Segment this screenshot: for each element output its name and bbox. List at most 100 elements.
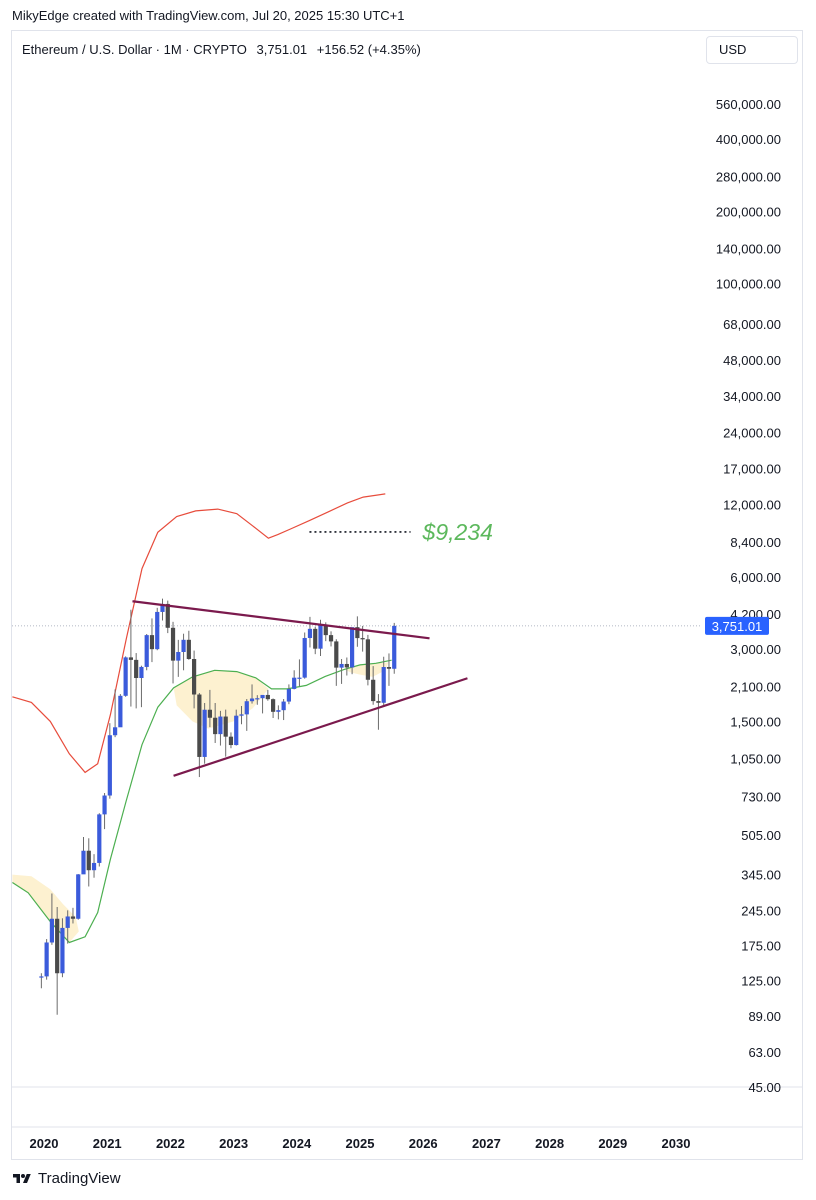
candle-body xyxy=(386,667,392,669)
candle-body xyxy=(128,657,133,660)
candle-body xyxy=(176,651,181,661)
last-price: 3,751.01 xyxy=(256,42,308,57)
candle-body xyxy=(318,625,323,649)
candle-body xyxy=(123,657,128,696)
candle-body xyxy=(65,916,70,928)
last-price-badge xyxy=(705,616,769,635)
candle-body xyxy=(213,717,218,735)
candle-body xyxy=(155,611,160,650)
candle-body xyxy=(160,603,165,612)
candle-body xyxy=(328,635,334,642)
candle-body xyxy=(181,639,186,652)
y-tick-label: 730.00 xyxy=(741,790,781,805)
x-tick-label: 2028 xyxy=(535,1136,564,1151)
y-tick-label: 24,000.00 xyxy=(723,425,781,440)
x-tick-label: 2027 xyxy=(472,1136,501,1151)
y-tick-label: 2,100.00 xyxy=(730,679,781,694)
x-tick-label: 2026 xyxy=(409,1136,438,1151)
candle-body xyxy=(360,638,365,640)
candle-body xyxy=(218,716,223,735)
tradingview-brand: TradingView xyxy=(38,1170,121,1187)
y-tick-label: 1,050.00 xyxy=(730,752,781,767)
candle-body xyxy=(113,727,118,736)
candle-body xyxy=(339,663,344,668)
candle-body xyxy=(81,850,86,875)
candle-body xyxy=(260,694,265,699)
y-tick-label: 3,000.00 xyxy=(730,642,781,657)
x-tick-label: 2020 xyxy=(30,1136,59,1151)
candle-body xyxy=(286,688,291,702)
candle-body xyxy=(239,714,244,716)
candle-body xyxy=(186,639,191,660)
candle-body xyxy=(139,666,144,679)
candle-body xyxy=(44,942,49,977)
symbol-name: Ethereum / U.S. Dollar · 1M · CRYPTO xyxy=(22,42,247,57)
y-tick-label: 45.00 xyxy=(748,1080,781,1095)
candle-body xyxy=(265,694,270,700)
y-tick-label: 8,400.00 xyxy=(730,535,781,550)
y-tick-label: 280,000.00 xyxy=(716,169,781,184)
y-tick-label: 34,000.00 xyxy=(723,389,781,404)
target-price-label: $9,234 xyxy=(422,519,493,545)
y-tick-label: 17,000.00 xyxy=(723,461,781,476)
y-tick-label: 140,000.00 xyxy=(716,242,781,257)
y-tick-label: 48,000.00 xyxy=(723,353,781,368)
x-tick-label: 2024 xyxy=(282,1136,312,1151)
resistance-trendline[interactable] xyxy=(132,600,430,640)
candle-body xyxy=(281,701,286,711)
chart-credit: MikyEdge created with TradingView.com, J… xyxy=(12,8,405,23)
y-tick-label: 175.00 xyxy=(741,938,781,953)
candle-body xyxy=(223,716,228,737)
candle-body xyxy=(49,918,54,943)
candle-body xyxy=(102,795,107,815)
currency-button[interactable]: USD xyxy=(706,36,798,64)
candle-body xyxy=(192,659,197,695)
candle-body xyxy=(365,639,370,680)
y-tick-label: 63.00 xyxy=(748,1045,781,1060)
tradingview-footer[interactable]: TradingView xyxy=(12,1170,121,1187)
x-tick-label: 2021 xyxy=(93,1136,122,1151)
y-tick-label: 245.00 xyxy=(741,903,781,918)
upper-band-line xyxy=(12,493,386,774)
last-price-badge-label: 3,751.01 xyxy=(712,619,763,634)
tradingview-logo-icon xyxy=(13,1173,31,1183)
candle-body xyxy=(249,698,255,702)
candle-body xyxy=(255,698,260,700)
chart-frame xyxy=(11,30,803,1160)
y-tick-label: 1,500.00 xyxy=(730,714,781,729)
candle-body xyxy=(313,628,318,649)
candle-body xyxy=(97,814,102,863)
candle-body xyxy=(165,603,170,628)
candle-body xyxy=(39,976,44,978)
candle-body xyxy=(297,677,302,679)
candle-body xyxy=(207,709,212,718)
candle-body xyxy=(344,663,349,668)
y-tick-label: 560,000.00 xyxy=(716,97,781,112)
y-tick-label: 345.00 xyxy=(741,868,781,883)
price-change: +156.52 (+4.35%) xyxy=(316,42,421,57)
candle-body xyxy=(292,677,297,689)
candle-body xyxy=(334,641,339,668)
y-tick-label: 100,000.00 xyxy=(716,277,781,292)
band-fill-area xyxy=(12,874,79,943)
candle-body xyxy=(202,709,207,757)
candle-body xyxy=(60,927,65,974)
candle-body xyxy=(70,916,76,919)
candle-body xyxy=(134,659,139,679)
candle-body xyxy=(144,635,149,667)
y-tick-label: 505.00 xyxy=(741,828,781,843)
support-trendline[interactable] xyxy=(173,677,468,777)
x-tick-label: 2023 xyxy=(219,1136,248,1151)
symbol-info: Ethereum / U.S. Dollar · 1M · CRYPTO 3,7… xyxy=(22,42,427,57)
candle-body xyxy=(228,736,234,746)
candle-body xyxy=(302,637,307,678)
candle-body xyxy=(307,628,313,638)
candle-body xyxy=(276,710,281,712)
candle-body xyxy=(381,667,386,703)
y-tick-label: 125.00 xyxy=(741,973,781,988)
y-tick-label: 6,000.00 xyxy=(730,570,781,585)
candle-body xyxy=(197,694,202,757)
candle-body xyxy=(371,679,376,702)
candle-body xyxy=(376,701,381,703)
